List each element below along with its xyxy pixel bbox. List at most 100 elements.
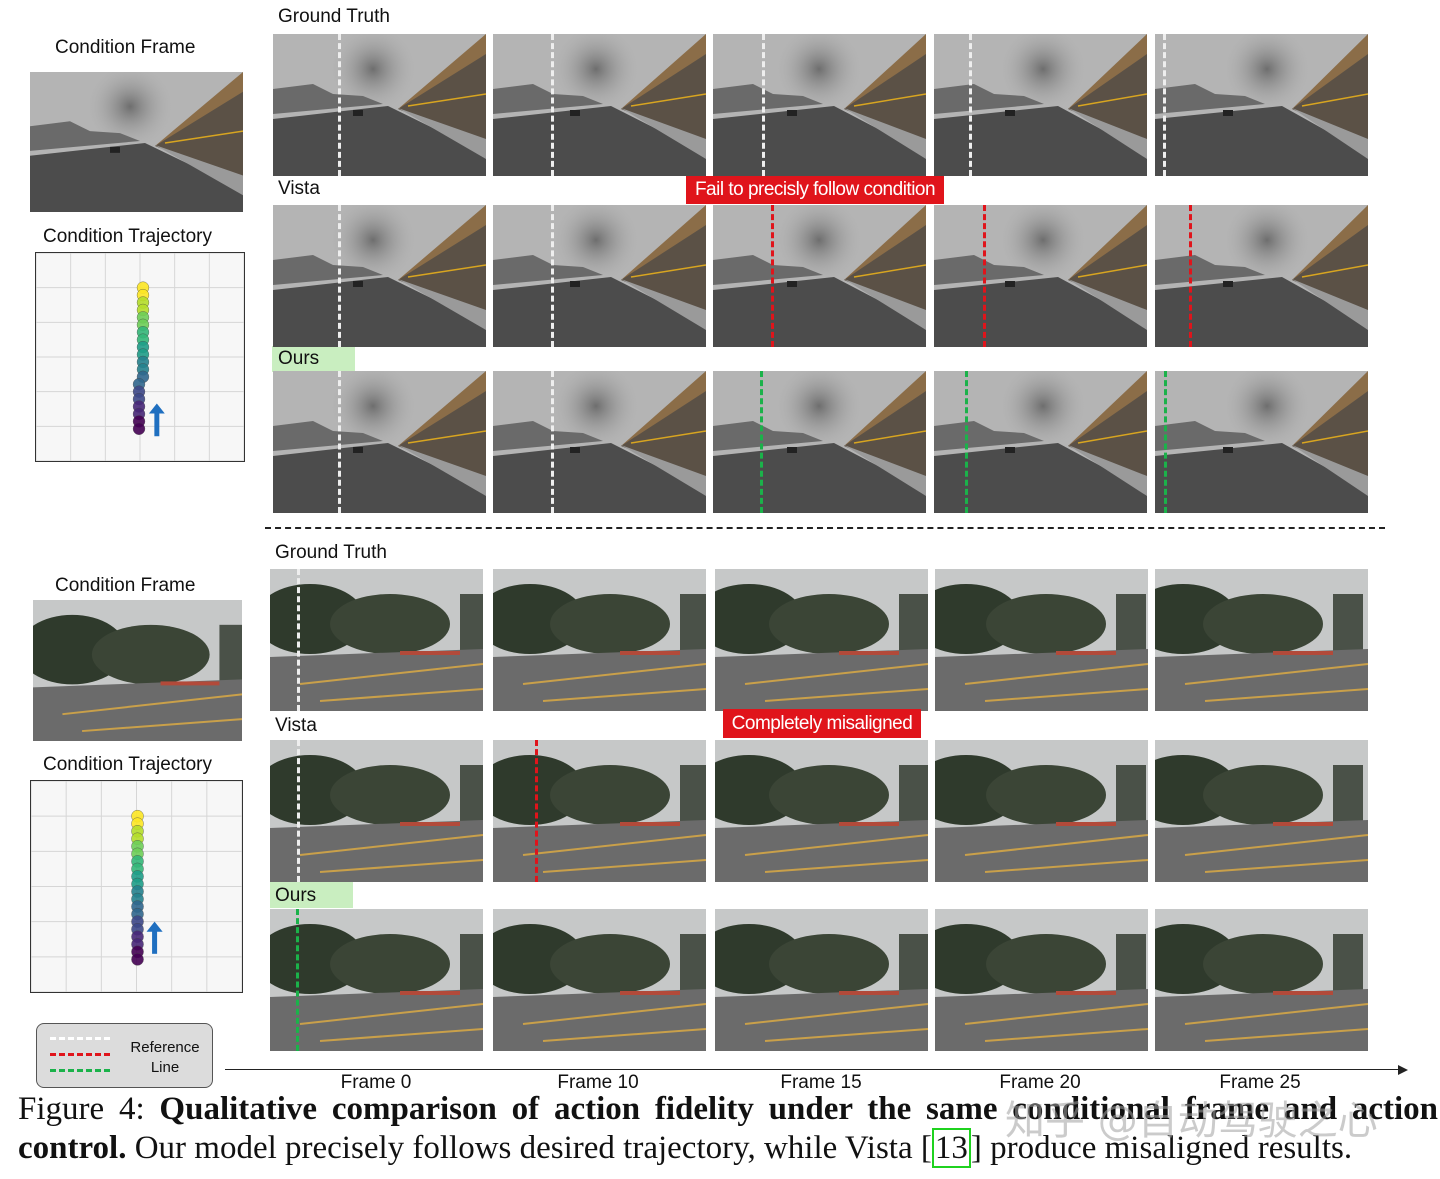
left-buildings [273,84,383,114]
scene [935,740,1148,882]
reference-line [338,34,341,176]
railing [164,130,243,144]
arrowhead [146,921,163,932]
road [713,443,926,513]
railing [1077,93,1147,107]
road [1155,989,1368,1051]
road [715,820,928,882]
trees [330,594,450,654]
fog [1222,371,1312,451]
reference-line [762,34,765,176]
sidewalk [844,445,926,496]
scene [33,600,242,741]
trees [986,934,1106,994]
trajectory-point [132,422,146,435]
building [680,934,706,999]
fog [328,34,418,114]
lane-line [744,1003,928,1025]
reference-line [338,371,341,513]
scene [30,72,243,212]
annotation: Fail to precisly follow condition [686,176,944,204]
railing [853,93,926,107]
road [934,443,1147,513]
video-frame [713,205,926,347]
barrier [1273,651,1333,655]
scene [273,205,486,347]
condition-frame-label: Condition Frame [55,575,196,596]
road [934,277,1147,347]
building [1333,934,1363,999]
road [33,679,242,741]
car [353,281,363,287]
trees [550,934,670,994]
railing [1077,430,1147,444]
building [1333,594,1363,659]
scene [713,205,926,347]
sidewalk [621,279,706,330]
building-face [398,54,486,144]
lane-line [62,693,242,716]
scene [1155,569,1368,711]
lane-line [964,1003,1148,1025]
road [493,989,706,1051]
video-frame [493,569,706,711]
row-label: Ground Truth [275,542,387,563]
sidewalk [1068,108,1147,159]
sidewalk [621,108,706,159]
row-label: Ours [275,885,317,906]
scene [934,34,1147,176]
video-frame [1155,740,1368,882]
trees [91,624,210,685]
fog [1222,34,1312,114]
fog [1222,205,1312,285]
lane-line [1184,663,1368,685]
reference-line [551,205,554,347]
barrier [400,822,460,826]
scene [935,909,1148,1051]
row-label: Vista [275,715,317,736]
lane-line [984,1028,1148,1042]
reference-line [296,909,299,1051]
trees [769,765,889,825]
lane-line [1204,688,1368,702]
left-buildings [934,84,1044,114]
scene [270,909,483,1051]
building-face [155,91,243,181]
trees [330,765,450,825]
citation[interactable]: 13 [931,1128,971,1168]
scene [270,569,483,711]
video-frame [273,371,486,513]
video-frame [1155,34,1368,176]
road [30,142,243,212]
barrier [839,991,899,995]
scene [493,371,706,513]
video-frame [270,909,483,1051]
lane-line [1184,834,1368,856]
car [787,447,797,453]
sidewalk [844,108,926,159]
sidewalk [398,445,486,496]
building-face [1292,225,1368,315]
video-frame [934,371,1147,513]
trees [986,765,1106,825]
lane-line [319,688,483,702]
left-buildings [273,421,383,451]
reference-line [551,34,554,176]
building [1116,934,1146,999]
lane-line [964,834,1148,856]
building [899,765,928,830]
reference-line [1189,205,1192,347]
scene [1155,740,1368,882]
building [460,594,483,659]
watermark: 知乎 @自动驾驶之心 [1005,1098,1378,1144]
left-buildings [713,255,823,285]
left-buildings [30,121,140,151]
trees [769,934,889,994]
time-arrowhead [1398,1065,1408,1075]
sidewalk [1292,108,1368,159]
barrier [620,991,680,995]
trees [550,765,670,825]
frame-label: Frame 0 [340,1072,412,1093]
lane-line [319,859,483,873]
sidewalk [1292,445,1368,496]
